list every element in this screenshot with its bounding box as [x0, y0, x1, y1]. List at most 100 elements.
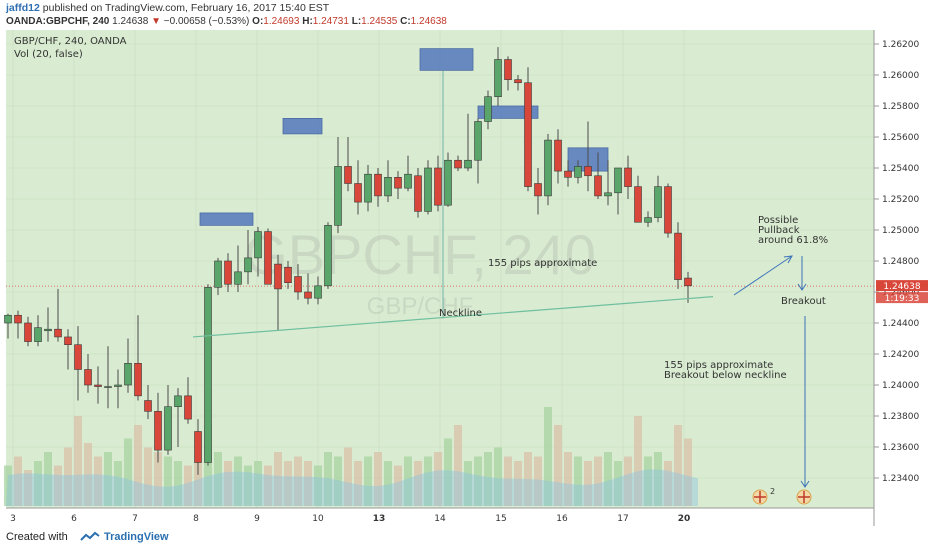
y-tick-label: 1.24400: [882, 319, 919, 329]
candle-body: [654, 186, 662, 218]
y-tick-label: 1.23800: [882, 412, 919, 422]
candle-body: [534, 183, 542, 197]
y-tick-label: 1.24800: [882, 257, 919, 267]
volume-bar: [314, 465, 322, 506]
candle-body: [494, 59, 502, 98]
footer: Created with TradingView: [0, 526, 932, 550]
volume-bar: [384, 461, 392, 506]
volume-bar: [244, 465, 252, 506]
volume-bar: [194, 461, 202, 506]
volume-bar: [474, 456, 482, 506]
volume-bar: [324, 452, 332, 506]
candle-body: [4, 314, 12, 324]
neckline-label: Neckline: [439, 308, 482, 319]
series-legend[interactable]: GBP/CHF, 240, OANDA: [14, 36, 127, 47]
highlight-box: [199, 212, 254, 226]
candle-body: [594, 175, 602, 197]
y-tick-label: 1.25800: [882, 102, 919, 112]
y-tick-label: 1.24000: [882, 381, 919, 391]
candle-body: [624, 167, 632, 187]
volume-bar: [574, 456, 582, 506]
tradingview-brand[interactable]: TradingView: [104, 531, 169, 543]
candle-body: [84, 369, 92, 386]
volume-bar: [414, 461, 422, 506]
volume-bar: [464, 461, 472, 506]
ohlc-bar: OANDA:GBPCHF, 240 1.24638 ▼ −0.00658 (−0…: [6, 16, 447, 27]
candle-body: [254, 231, 262, 259]
x-axis-bg: [6, 508, 874, 526]
candle-body: [264, 231, 272, 285]
candles: [4, 47, 692, 475]
candlestick-chart[interactable]: GBPCHF, 240 GBP/CHF Neckline 155 pips ap…: [0, 30, 932, 526]
candle-body: [374, 173, 382, 197]
high-value: 1.24731: [312, 16, 349, 27]
volume-bar: [334, 456, 342, 506]
price-tag-value: 1.24638: [883, 282, 920, 292]
event-count-badge: 2: [770, 487, 775, 496]
volume-bar: [164, 456, 172, 506]
candle-body: [284, 266, 292, 283]
volume-bar: [254, 461, 262, 506]
candle-body: [54, 328, 62, 338]
candle-body: [384, 177, 392, 197]
volume-bar: [94, 456, 102, 506]
symbol-label[interactable]: OANDA:GBPCHF, 240: [6, 16, 110, 27]
candle-body: [614, 167, 622, 194]
candle-body: [394, 177, 402, 189]
volume-bar: [34, 461, 42, 506]
event-flag-2[interactable]: [796, 489, 812, 505]
pullback-arrowhead-icon: [783, 255, 793, 264]
volume-bar: [444, 438, 452, 506]
candle-body: [504, 59, 512, 80]
volume-bar: [174, 461, 182, 506]
volume-bar: [514, 461, 522, 506]
volume-bar: [14, 456, 22, 506]
candle-body: [94, 384, 102, 387]
author-link[interactable]: jaffd12: [6, 2, 40, 14]
candle-body: [44, 328, 52, 332]
volume-bar: [264, 465, 272, 506]
volume-bar: [484, 452, 492, 506]
low-label: L:: [351, 16, 362, 27]
pullback-line-1: Possible: [758, 215, 798, 226]
volume-bar: [634, 416, 642, 506]
neckline-trendline[interactable]: [192, 296, 714, 338]
candle-body: [554, 139, 562, 172]
published-text: published on TradingView.com, February 1…: [42, 2, 330, 14]
close-label: C:: [400, 16, 411, 27]
volume-bar: [624, 456, 632, 506]
event-flag-1[interactable]: 2: [752, 487, 775, 505]
volume-legend[interactable]: Vol (20, false): [14, 49, 83, 60]
candle-body: [334, 166, 342, 226]
candle-body: [574, 166, 582, 178]
candle-body: [184, 395, 192, 420]
x-tick-label: 8: [193, 514, 199, 524]
candle-body: [114, 384, 122, 387]
tradingview-logo-icon: [80, 531, 100, 541]
volume-bar: [564, 452, 572, 506]
candle-body: [234, 271, 242, 285]
pips-bottom-line-2: Breakout below neckline: [664, 370, 787, 381]
volume-bar: [234, 456, 242, 506]
low-value: 1.24535: [361, 16, 398, 27]
change-value: −0.00658 (−0.53%): [163, 16, 250, 27]
volume-bar: [344, 447, 352, 506]
y-tick-label: 1.26000: [882, 71, 919, 81]
volume-bar: [374, 452, 382, 506]
volume-bar: [584, 461, 592, 506]
candle-body: [524, 82, 532, 187]
down-triangle-icon: ▼: [151, 16, 161, 27]
x-tick-label: 20: [678, 514, 691, 524]
x-tick-label: 17: [617, 514, 628, 524]
created-with-text: Created with: [6, 531, 68, 543]
candle-body: [464, 159, 472, 169]
volume-bar: [654, 452, 662, 506]
high-label: H:: [302, 16, 313, 27]
y-tick-label: 1.26200: [882, 40, 919, 50]
candle-body: [644, 217, 652, 223]
y-tick-label: 1.24200: [882, 350, 919, 360]
x-tick-label: 10: [312, 514, 324, 524]
volume-bar: [134, 425, 142, 506]
volume-bar: [674, 425, 682, 506]
pullback-line-2: Pullback: [758, 225, 800, 236]
